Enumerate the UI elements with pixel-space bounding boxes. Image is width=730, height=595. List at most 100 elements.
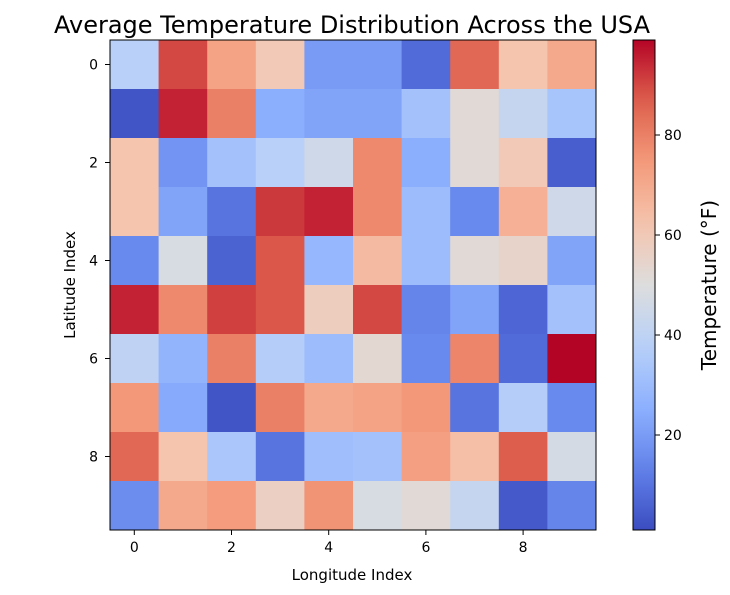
heatmap-cell-r5-c3 <box>255 285 305 335</box>
heatmap-cell-r8-c5 <box>353 432 403 482</box>
heatmap-cell-r5-c6 <box>401 285 451 335</box>
heatmap-cell-r5-c8 <box>498 285 548 335</box>
heatmap-cell-r2-c8 <box>498 138 548 188</box>
heatmap-cell-r3-c0 <box>110 187 160 237</box>
heatmap-cell-r4-c4 <box>304 236 354 286</box>
heatmap-cell-r0-c5 <box>353 40 403 90</box>
heatmap-cell-r7-c0 <box>110 383 160 433</box>
heatmap-cell-r3-c5 <box>353 187 403 237</box>
heatmap-cell-r1-c8 <box>498 89 548 139</box>
heatmap-cell-r5-c9 <box>547 285 597 335</box>
heatmap-cell-r6-c8 <box>498 334 548 384</box>
heatmap-cell-r7-c9 <box>547 383 597 433</box>
heatmap-cell-r4-c1 <box>158 236 208 286</box>
heatmap-cell-r0-c8 <box>498 40 548 90</box>
heatmap-cell-r1-c1 <box>158 89 208 139</box>
heatmap-cell-r2-c4 <box>304 138 354 188</box>
heatmap-cell-r3-c6 <box>401 187 451 237</box>
heatmap-cell-r1-c0 <box>110 89 160 139</box>
colorbar-tick-label: 20 <box>664 428 682 444</box>
y-tick-label: 4 <box>89 254 98 270</box>
heatmap-cell-r0-c3 <box>255 40 305 90</box>
x-tick-label: 4 <box>324 540 333 556</box>
heatmap-cell-r2-c9 <box>547 138 597 188</box>
heatmap-cell-r2-c0 <box>110 138 160 188</box>
heatmap-cell-r8-c3 <box>255 432 305 482</box>
heatmap-cell-r9-c0 <box>110 481 160 531</box>
heatmap-cell-r5-c0 <box>110 285 160 335</box>
x-axis-ticks: 0 2 4 6 8 <box>130 530 528 556</box>
heatmap-cell-r2-c3 <box>255 138 305 188</box>
colorbar-tick-label: 40 <box>664 328 682 344</box>
heatmap-cell-r7-c6 <box>401 383 451 433</box>
heatmap-cell-r7-c7 <box>450 383 500 433</box>
heatmap-cell-r3-c7 <box>450 187 500 237</box>
heatmap-cell-r5-c5 <box>353 285 403 335</box>
heatmap-cell-r3-c1 <box>158 187 208 237</box>
heatmap-cell-r8-c6 <box>401 432 451 482</box>
heatmap-cell-r9-c9 <box>547 481 597 531</box>
heatmap-cell-r4-c5 <box>353 236 403 286</box>
y-axis-label: Latitude Index <box>61 231 79 339</box>
heatmap-cell-r1-c9 <box>547 89 597 139</box>
heatmap-cell-r7-c1 <box>158 383 208 433</box>
heatmap-cell-r9-c6 <box>401 481 451 531</box>
heatmap-cell-r6-c9 <box>547 334 597 384</box>
chart-title: Average Temperature Distribution Across … <box>54 11 651 39</box>
heatmap-cell-r3-c9 <box>547 187 597 237</box>
heatmap-cell-r2-c5 <box>353 138 403 188</box>
heatmap-cell-r0-c1 <box>158 40 208 90</box>
heatmap-cell-r4-c8 <box>498 236 548 286</box>
heatmap-cell-r4-c6 <box>401 236 451 286</box>
x-tick-label: 2 <box>227 540 236 556</box>
y-tick-label: 0 <box>89 58 98 74</box>
colorbar-tick-label: 60 <box>664 228 682 244</box>
x-tick-label: 8 <box>519 540 528 556</box>
colorbar <box>632 39 656 531</box>
heatmap-cell-r9-c8 <box>498 481 548 531</box>
heatmap-cell-r3-c8 <box>498 187 548 237</box>
colorbar-ticks: 20 40 60 80 <box>655 128 682 444</box>
heatmap-cell-r4-c0 <box>110 236 160 286</box>
y-tick-label: 2 <box>89 156 98 172</box>
heatmap-cell-r8-c4 <box>304 432 354 482</box>
heatmap-cell-r9-c1 <box>158 481 208 531</box>
heatmap-cell-r5-c7 <box>450 285 500 335</box>
x-tick-label: 0 <box>130 540 139 556</box>
heatmap-cell-r6-c2 <box>207 334 257 384</box>
heatmap-cell-r6-c0 <box>110 334 160 384</box>
heatmap-cell-r6-c6 <box>401 334 451 384</box>
heatmap-cell-r3-c2 <box>207 187 257 237</box>
heatmap-cell-r9-c3 <box>255 481 305 531</box>
heatmap-cells <box>110 40 597 531</box>
axes-frame <box>109 39 597 531</box>
heatmap-cell-r0-c9 <box>547 40 597 90</box>
heatmap-cell-r5-c1 <box>158 285 208 335</box>
heatmap-cell-r2-c6 <box>401 138 451 188</box>
heatmap-cell-r7-c5 <box>353 383 403 433</box>
heatmap-cell-r6-c4 <box>304 334 354 384</box>
heatmap-cell-r2-c2 <box>207 138 257 188</box>
heatmap-cell-r2-c1 <box>158 138 208 188</box>
heatmap-cell-r1-c3 <box>255 89 305 139</box>
heatmap-cell-r1-c5 <box>353 89 403 139</box>
heatmap-cell-r6-c3 <box>255 334 305 384</box>
y-tick-label: 6 <box>89 352 98 368</box>
heatmap-cell-r1-c2 <box>207 89 257 139</box>
heatmap-cell-r1-c4 <box>304 89 354 139</box>
heatmap-cell-r5-c2 <box>207 285 257 335</box>
heatmap-cell-r0-c0 <box>110 40 160 90</box>
heatmap-cell-r1-c7 <box>450 89 500 139</box>
heatmap-cell-r3-c3 <box>255 187 305 237</box>
heatmap-cell-r8-c9 <box>547 432 597 482</box>
heatmap-cell-r7-c8 <box>498 383 548 433</box>
colorbar-label: Temperature (°F) <box>697 200 721 371</box>
heatmap-cell-r8-c0 <box>110 432 160 482</box>
heatmap-cell-r6-c5 <box>353 334 403 384</box>
y-axis-ticks: 0 2 4 6 8 <box>89 58 110 466</box>
heatmap-cell-r1-c6 <box>401 89 451 139</box>
heatmap-cell-r4-c3 <box>255 236 305 286</box>
heatmap-cell-r0-c2 <box>207 40 257 90</box>
x-tick-label: 6 <box>421 540 430 556</box>
